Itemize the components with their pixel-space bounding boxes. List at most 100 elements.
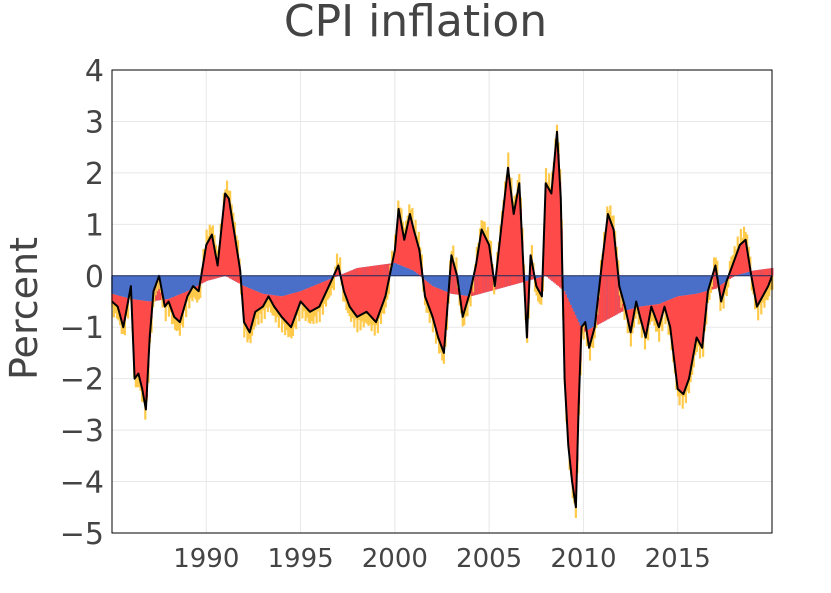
other-bar	[199, 283, 202, 299]
structural-bar	[672, 275, 675, 299]
structural-bar	[441, 275, 444, 290]
other-bar	[287, 323, 290, 338]
cyclical-bar	[761, 269, 764, 297]
other-bar	[155, 284, 158, 296]
structural-bar	[408, 268, 411, 276]
cyclical-bar	[166, 299, 169, 304]
structural-bar	[310, 275, 313, 287]
axis-layer	[111, 69, 773, 534]
structural-bar	[430, 275, 433, 285]
other-bar	[214, 244, 218, 256]
other-bar	[136, 375, 139, 388]
other-bar	[423, 293, 427, 306]
structural-bar	[137, 275, 141, 300]
cyclical-bar	[342, 273, 345, 287]
other-bar	[725, 282, 728, 297]
other-bar	[367, 313, 370, 326]
cyclical-bar	[669, 299, 672, 327]
other-bar	[763, 293, 766, 308]
structural-bar	[269, 275, 273, 295]
cyclical-bar	[117, 295, 120, 309]
other-bar	[640, 322, 643, 338]
cyclical-bar	[697, 293, 700, 341]
other-bar	[719, 295, 722, 311]
structural-bar	[433, 275, 436, 287]
structural-bar	[115, 275, 119, 296]
other-bar	[196, 289, 199, 303]
other-bar	[713, 257, 716, 271]
y-tick-label: −5	[60, 517, 104, 552]
cyclical-bar	[741, 242, 744, 274]
other-bar	[351, 310, 354, 319]
other-bar	[181, 312, 185, 328]
other-bar	[687, 379, 691, 394]
cyclical-bar	[603, 247, 606, 322]
other-bar	[172, 314, 175, 324]
other-bar	[411, 207, 414, 224]
other-bar	[482, 221, 485, 233]
structural-bar	[295, 275, 298, 293]
structural-bar	[284, 275, 287, 296]
cyclical-bar	[246, 287, 249, 328]
cyclical-bar	[665, 300, 669, 315]
cyclical-bar	[687, 294, 691, 380]
cyclical-bar	[394, 250, 397, 263]
cyclical-bar	[351, 269, 354, 311]
structural-bar	[251, 275, 254, 290]
other-bar	[480, 220, 483, 232]
other-bar	[361, 314, 364, 322]
cyclical-bar	[769, 268, 772, 281]
cyclical-bar	[233, 234, 236, 281]
y-tick-label: 3	[85, 105, 104, 140]
other-bar	[417, 231, 420, 247]
cyclical-bar	[205, 244, 208, 281]
structural-bar	[144, 275, 147, 301]
structural-bar	[700, 275, 703, 293]
total-inflation-line	[111, 130, 773, 509]
cyclical-bar	[733, 260, 736, 276]
cyclical-bar	[221, 223, 224, 277]
structural-bar	[131, 275, 134, 300]
structural-bar	[197, 275, 200, 286]
structural-bar	[687, 275, 691, 295]
cyclical-bar	[229, 204, 232, 279]
other-bar	[246, 327, 249, 343]
cyclical-bar	[356, 268, 359, 317]
cyclical-bar	[570, 304, 573, 470]
other-bar	[251, 324, 254, 336]
cyclical-bar	[350, 270, 353, 309]
other-bar	[538, 291, 541, 304]
cyclical-bar	[656, 304, 659, 323]
other-bar	[362, 313, 365, 328]
cyclical-bar	[425, 280, 428, 300]
other-bar	[727, 277, 730, 288]
cyclical-bar	[207, 242, 210, 281]
structural-bar	[626, 275, 629, 311]
cyclical-bar	[552, 169, 555, 283]
cyclical-bar	[703, 291, 706, 326]
structural-bar	[287, 275, 290, 295]
structural-bar	[593, 275, 596, 327]
cyclical-bar	[700, 292, 703, 347]
other-bar	[301, 303, 304, 319]
other-bar	[595, 316, 598, 329]
structural-bar	[186, 275, 189, 292]
other-bar	[526, 337, 529, 343]
other-bar	[243, 322, 246, 338]
cyclical-bar	[544, 183, 548, 276]
other-bar	[518, 173, 521, 185]
cyclical-bar	[254, 290, 257, 313]
structural-bar	[637, 275, 640, 308]
cyclical-bar	[274, 295, 277, 309]
structural-bar	[188, 275, 191, 291]
structural-bar	[673, 275, 676, 298]
cyclical-bar	[263, 293, 266, 304]
cyclical-bar	[412, 229, 416, 271]
cyclical-bar	[441, 289, 444, 348]
chart-title: CPI inflation	[283, 0, 548, 47]
structural-bar	[464, 275, 467, 296]
cyclical-bar	[670, 298, 673, 338]
structural-bar	[309, 275, 312, 288]
other-bar	[741, 237, 744, 243]
cyclical-bar	[678, 296, 681, 391]
